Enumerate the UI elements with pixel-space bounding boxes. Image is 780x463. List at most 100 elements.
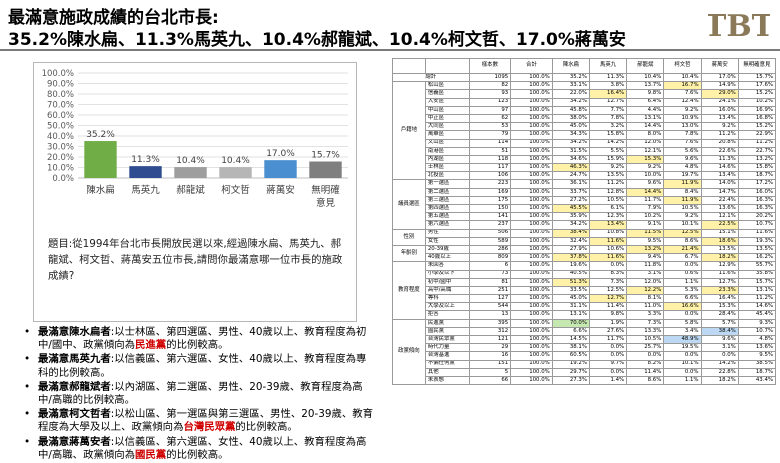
table-cell: 0.0% [663,310,702,320]
table-cell: 0.0% [588,351,628,361]
table-cell: 10.6% [588,244,628,255]
table-cell: 100.0% [510,105,553,115]
table-cell: 0.0% [588,261,628,271]
table-cell: 14.4% [626,187,665,197]
table-row-label: 第三選區 [424,195,470,206]
table-cell: 0.0% [663,367,702,377]
finding-tail: 的比例較高。 [166,448,229,461]
table-cell: 10.7% [737,326,777,337]
finding-lead: 最滿意郝龍斌者 [38,380,111,393]
table-cell: 12.7% [700,277,739,287]
bar [309,161,342,178]
table-cell: 6 [468,261,512,271]
table-cell: 93 [468,89,512,99]
table-row: 其他 5 100.0% 29.7% 0.0% 11.4% 0.0% 22.8% 18.7% [393,367,777,377]
table-cell: 9.1% [626,220,665,230]
table-cell: 82 [468,81,512,91]
table-cell: 34.2% [551,97,590,107]
table-cell: 17.0% [700,72,739,83]
table-row: 台灣基進 16 100.0% 60.5% 0.0% 0.0% 0.0% 0.0% 9.5% [393,351,777,361]
table-row: 第二選區 169 100.0% 33.7% 12.8% 14.4% 8.4% 14.7% 16.… [393,187,777,197]
table-cell: 100.0% [510,171,553,181]
table-row: 議員選區 第一選區 223 100.0% 36.1% 11.2% 9.6% 11.9% 14.0… [392,179,777,230]
table-cell: 14.4% [626,122,665,132]
table-cell: 27.2% [551,195,590,206]
table-cell: 3.3% [626,310,665,320]
table-cell: 5 [468,367,512,377]
finding-tail: 的比例較高。 [166,339,229,352]
table-cell: 14.0% [700,179,739,189]
table-cell: 11.3% [588,72,628,83]
table-cell: 123 [468,97,512,107]
table-cell: 12.7% [588,97,628,107]
table-cell: 38.0% [551,113,590,124]
table-cell: 8.6% [626,375,665,386]
table-cell: 100.0% [510,269,553,279]
page-title-line1: 最滿意施政成績的台北市長: [8,8,219,28]
table-cell: 22.7% [737,146,777,156]
table-cell: 3.1% [700,343,739,353]
table-cell: 16.4% [700,294,739,304]
table-row: 未表態 66 100.0% 27.3% 1.4% 8.6% 1.1% 18.2% 43.4% [393,375,777,386]
table-row-label: 大學及以上 [424,302,470,312]
table-cell: 100.0% [510,367,553,377]
table-cell: 100.0% [510,195,553,206]
table-cell: 6.6% [551,326,590,337]
table-row: 性別 男性 506 100.0% 38.4% 10.8% 11.5% 12.5% 15.1% 11… [392,228,777,246]
table-cell: 17.6% [737,81,777,91]
table-cell: 100.0% [510,163,553,173]
table-cell: 11.2% [737,138,777,148]
table-cell: 21.4% [663,244,702,255]
table-cell: 5.6% [663,146,702,156]
table-cell: 100.0% [510,359,553,369]
table-group-label: 議員選區 [392,179,426,230]
table-cell: 73 [468,269,512,279]
table-cell: 100.0% [510,179,553,189]
table-row: 國民黨 312 100.0% 6.6% 27.6% 13.3% 3.4% 38.4% 10.7% [393,326,777,337]
table-cell: 13.1% [626,113,665,124]
table-cell: 589 [468,236,512,246]
table-row-label: 專科 [424,294,470,304]
table-cell: 12.5% [588,285,628,296]
table-cell: 100.0% [510,138,553,148]
table-cell: 9.5% [626,236,665,246]
table-cell: 27.9% [551,244,590,255]
table-cell: 16.0% [737,187,777,197]
table-cell: 15.3% [700,302,739,312]
table-cell: 48.9% [663,334,702,345]
table-cell: 25.7% [626,343,665,353]
table-cell: 19.7% [663,171,702,181]
table-row: 教育程度 未回答 6 100.0% 19.6% 0.0% 11.8% 0.0% 12.9% 55.… [392,261,777,320]
table-row-label: 北投區 [424,171,470,181]
table-cell: 100.0% [510,81,553,91]
table-cell: 9.2% [588,163,628,173]
table-cell: 9.8% [626,89,665,99]
table-cell: 13.3% [626,326,665,337]
table-cell: 10.4% [626,72,665,83]
table-cell: 12.0% [626,277,665,287]
table-cell: 8.4% [663,187,702,197]
table-cell: 9.6% [626,179,665,189]
table-cell: 100.0% [510,318,553,328]
x-tick-label: 馬英九 [131,184,160,196]
x-tick-label: 蔣萬安 [266,184,295,196]
table-cell: 20.2% [737,212,777,222]
bar [174,167,207,178]
table-row-label: 大同區 [424,122,470,132]
table-cell: 9.5% [737,351,777,361]
table-cell: 117 [468,163,512,173]
bar [219,167,252,178]
table-row-label: 20-39歲 [424,244,470,255]
table-cell: 19.5% [663,343,702,353]
table-cell: 100.0% [510,244,553,255]
table-cell: 13.4% [588,220,628,230]
table-cell: 51 [468,146,512,156]
table-row: 大同區 53 100.0% 45.0% 3.2% 14.4% 13.0% 9.2% 15.2% [393,122,777,132]
table-cell: 0.6% [663,269,702,279]
data-label: 10.4% [221,156,250,166]
table-cell: 11.3% [700,154,739,165]
table-cell: 16.0% [700,105,739,115]
table-cell: 100.0% [510,203,553,214]
finding-text: :以內湖區、第二選區、男性、20-39歲、教育程度為高中/高職的比例較高。 [38,380,363,407]
table-cell: 7.6% [663,138,702,148]
